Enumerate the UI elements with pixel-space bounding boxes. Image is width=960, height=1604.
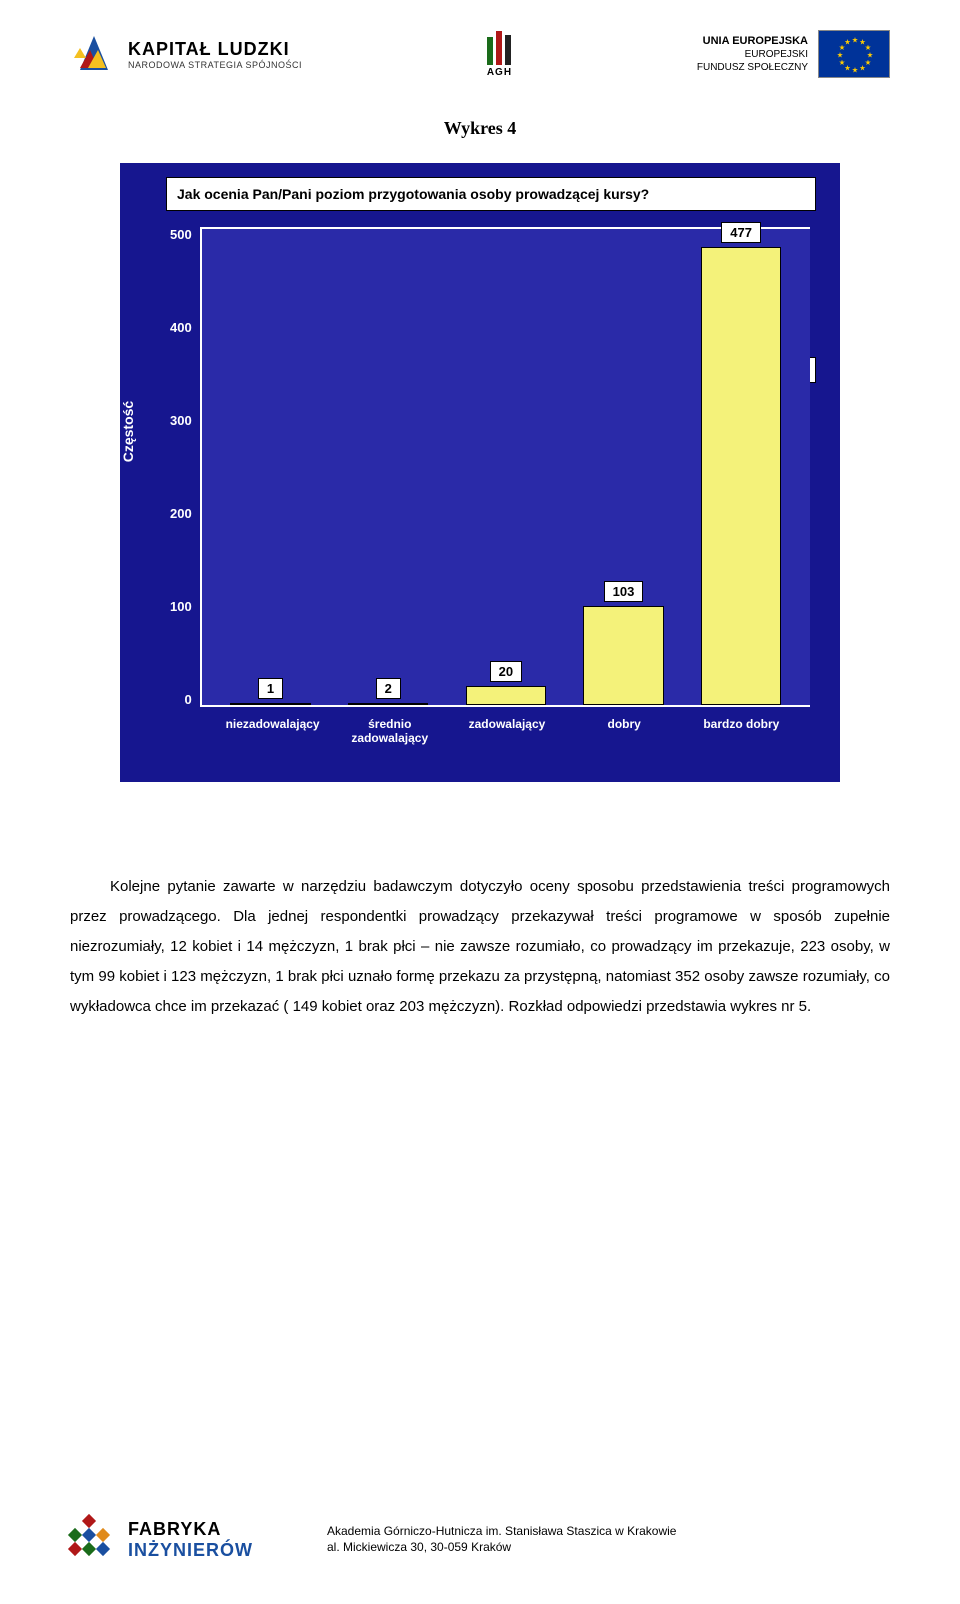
chart-bar-slot: 103 <box>571 581 677 705</box>
eu-logo: UNIA EUROPEJSKA EUROPEJSKI FUNDUSZ SPOŁE… <box>697 30 890 78</box>
footer-address-line2: al. Mickiewicza 30, 30-059 Kraków <box>327 1540 676 1556</box>
eu-line2: EUROPEJSKI <box>697 48 808 61</box>
body-paragraph-block: Kolejne pytanie zawarte w narzędziu bada… <box>70 872 890 1022</box>
eu-line1: UNIA EUROPEJSKA <box>697 34 808 48</box>
chart-y-tick: 400 <box>170 320 192 335</box>
chart-x-tick: niezadowalający <box>220 717 325 746</box>
header-logo-row: KAPITAŁ LUDZKI NARODOWA STRATEGIA SPÓJNO… <box>70 30 890 78</box>
chart-bar <box>583 606 663 705</box>
fabryka-line1: FABRYKA <box>128 1519 253 1540</box>
chart-figure-label: Wykres 4 <box>70 118 890 139</box>
chart-bar-value: 477 <box>721 222 761 243</box>
chart-x-tick: średnio zadowalający <box>337 717 442 746</box>
bar-chart: Jak ocenia Pan/Pani poziom przygotowania… <box>120 163 840 782</box>
eu-flag-icon <box>818 30 890 78</box>
kapital-ludzki-logo: KAPITAŁ LUDZKI NARODOWA STRATEGIA SPÓJNO… <box>70 30 302 78</box>
chart-y-label: Częstość <box>120 401 136 462</box>
chart-bar <box>701 247 781 705</box>
chart-bar-slot: 477 <box>688 222 794 705</box>
chart-y-tick: 200 <box>170 506 192 521</box>
chart-bar <box>348 703 428 705</box>
chart-bar-value: 20 <box>490 661 522 682</box>
chart-bar-slot: 1 <box>218 678 324 705</box>
chart-bar-value: 1 <box>258 678 283 699</box>
footer-address: Akademia Górniczo-Hutnicza im. Stanisław… <box>327 1524 676 1555</box>
footer-address-line1: Akademia Górniczo-Hutnicza im. Stanisław… <box>327 1524 676 1540</box>
agh-logo: AGH <box>482 31 516 78</box>
kapital-ludzki-title: KAPITAŁ LUDZKI <box>128 39 302 60</box>
eu-line3: FUNDUSZ SPOŁECZNY <box>697 61 808 74</box>
chart-x-axis: niezadowalający średnio zadowalający zadow… <box>170 707 810 746</box>
chart-bar-value: 103 <box>604 581 644 602</box>
agh-label: AGH <box>482 67 516 78</box>
chart-bar-slot: 20 <box>453 661 559 705</box>
fabryka-icon <box>70 1516 118 1564</box>
chart-bar <box>230 703 310 705</box>
fabryka-line2: INŻYNIERÓW <box>128 1540 253 1561</box>
kapital-ludzki-icon <box>70 30 118 78</box>
chart-x-tick: zadowalający <box>454 717 559 746</box>
chart-x-tick: bardzo dobry <box>689 717 794 746</box>
chart-x-tick: dobry <box>571 717 676 746</box>
chart-y-tick: 500 <box>170 227 192 242</box>
chart-bar-slot: 2 <box>335 678 441 705</box>
chart-y-axis: 500 400 300 200 100 0 <box>170 227 200 707</box>
chart-y-tick: 100 <box>170 599 192 614</box>
chart-bar <box>466 686 546 705</box>
kapital-ludzki-subtitle: NARODOWA STRATEGIA SPÓJNOŚCI <box>128 60 302 70</box>
chart-bar-value: 2 <box>376 678 401 699</box>
chart-y-tick: 0 <box>184 692 191 707</box>
chart-plot-area: 1220103477 <box>200 227 810 707</box>
chart-title: Jak ocenia Pan/Pani poziom przygotowania… <box>166 177 816 211</box>
body-paragraph: Kolejne pytanie zawarte w narzędziu bada… <box>70 872 890 1022</box>
chart-y-tick: 300 <box>170 413 192 428</box>
fabryka-logo: FABRYKA INŻYNIERÓW <box>70 1516 253 1564</box>
footer-row: FABRYKA INŻYNIERÓW Akademia Górniczo-Hut… <box>70 1516 890 1564</box>
agh-icon <box>482 31 516 65</box>
